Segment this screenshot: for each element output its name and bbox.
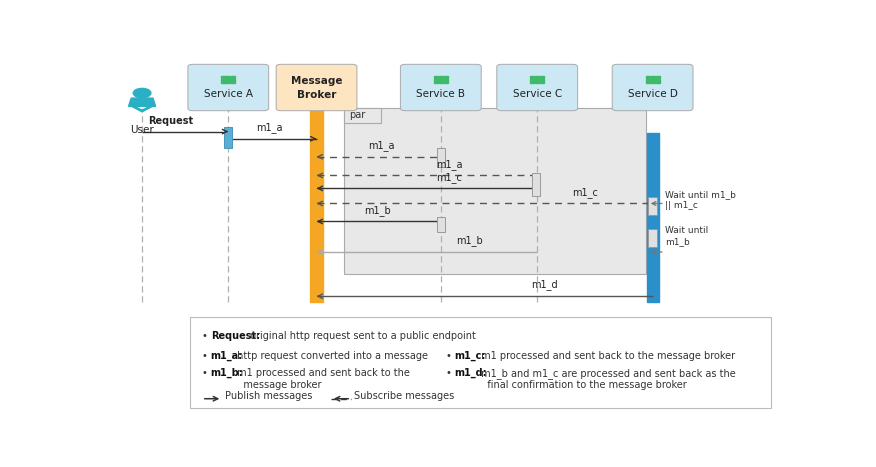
Bar bbox=[646, 78, 650, 81]
Bar bbox=[224, 127, 232, 148]
Bar bbox=[535, 81, 540, 84]
Bar bbox=[222, 78, 225, 81]
Bar bbox=[540, 78, 544, 81]
FancyBboxPatch shape bbox=[400, 64, 481, 111]
Text: Wait until
m1_b: Wait until m1_b bbox=[665, 226, 708, 246]
Bar bbox=[444, 76, 448, 78]
Text: original http request sent to a public endpoint: original http request sent to a public e… bbox=[247, 331, 477, 341]
Text: m1_c: m1_c bbox=[436, 172, 462, 183]
Text: •: • bbox=[446, 351, 451, 361]
Text: •: • bbox=[201, 351, 208, 361]
Bar bbox=[434, 81, 438, 84]
Bar bbox=[434, 78, 438, 81]
Bar bbox=[540, 81, 544, 84]
Text: m1_d:: m1_d: bbox=[455, 368, 487, 378]
Bar bbox=[434, 76, 438, 78]
Bar bbox=[226, 76, 230, 78]
FancyBboxPatch shape bbox=[497, 64, 577, 111]
Bar bbox=[646, 76, 650, 78]
Bar bbox=[439, 78, 443, 81]
Text: http request converted into a message: http request converted into a message bbox=[235, 351, 428, 361]
Text: •: • bbox=[201, 368, 208, 378]
Text: m1_b and m1_c are processed and sent back as the: m1_b and m1_c are processed and sent bac… bbox=[478, 368, 736, 379]
Bar bbox=[231, 76, 236, 78]
Bar bbox=[651, 76, 654, 78]
Bar bbox=[226, 78, 230, 81]
Text: Service D: Service D bbox=[628, 89, 677, 99]
Bar bbox=[231, 78, 236, 81]
Text: Service C: Service C bbox=[512, 89, 562, 99]
Text: m1 processed and sent back to the: m1 processed and sent back to the bbox=[235, 368, 410, 378]
Text: m1_a:: m1_a: bbox=[210, 351, 243, 361]
Text: Publish messages: Publish messages bbox=[225, 391, 312, 401]
Bar bbox=[532, 173, 540, 196]
Bar bbox=[530, 78, 534, 81]
Bar bbox=[231, 81, 236, 84]
Text: Request:: Request: bbox=[210, 331, 260, 341]
Polygon shape bbox=[129, 98, 156, 106]
Bar bbox=[226, 81, 230, 84]
Text: Service A: Service A bbox=[204, 89, 253, 99]
Bar bbox=[444, 78, 448, 81]
Text: par: par bbox=[350, 110, 365, 120]
Bar bbox=[437, 217, 445, 232]
Bar bbox=[439, 81, 443, 84]
Text: m1_c: m1_c bbox=[572, 187, 597, 198]
Bar bbox=[444, 81, 448, 84]
FancyBboxPatch shape bbox=[276, 64, 357, 111]
Bar bbox=[646, 81, 650, 84]
FancyBboxPatch shape bbox=[188, 64, 269, 111]
Text: User: User bbox=[131, 125, 154, 135]
Bar bbox=[535, 76, 540, 78]
Text: m1 processed and sent back to the message broker: m1 processed and sent back to the messag… bbox=[478, 351, 735, 361]
Text: •: • bbox=[201, 331, 208, 341]
Text: •: • bbox=[446, 368, 451, 378]
Text: final confirmation to the message broker: final confirmation to the message broker bbox=[478, 380, 687, 389]
Bar bbox=[189, 317, 772, 408]
Text: m1_a: m1_a bbox=[435, 159, 463, 170]
Text: message broker: message broker bbox=[235, 380, 321, 389]
Bar bbox=[222, 81, 225, 84]
Text: Request: Request bbox=[148, 116, 194, 126]
Circle shape bbox=[133, 88, 151, 98]
Bar bbox=[651, 81, 654, 84]
Text: m1_c:: m1_c: bbox=[455, 351, 486, 361]
Bar bbox=[343, 108, 381, 122]
Bar bbox=[530, 81, 534, 84]
Bar bbox=[343, 108, 646, 274]
Bar bbox=[655, 78, 660, 81]
FancyBboxPatch shape bbox=[612, 64, 693, 111]
Text: m1_b: m1_b bbox=[364, 205, 391, 216]
Bar bbox=[437, 148, 445, 167]
Text: Service B: Service B bbox=[416, 89, 465, 99]
Text: m1_a: m1_a bbox=[368, 140, 394, 151]
Bar bbox=[222, 76, 225, 78]
Bar bbox=[540, 76, 544, 78]
Text: m1_b:: m1_b: bbox=[210, 368, 244, 378]
Text: m1_d: m1_d bbox=[531, 280, 557, 290]
Text: Wait until m1_b
|| m1_c: Wait until m1_b || m1_c bbox=[665, 190, 736, 210]
Bar bbox=[655, 81, 660, 84]
Bar bbox=[646, 134, 659, 302]
Bar bbox=[648, 229, 657, 248]
Text: Subscribe messages: Subscribe messages bbox=[354, 391, 454, 401]
Text: Message
Broker: Message Broker bbox=[291, 76, 343, 99]
Bar bbox=[648, 197, 657, 215]
Bar bbox=[439, 76, 443, 78]
Bar bbox=[655, 76, 660, 78]
Bar bbox=[651, 78, 654, 81]
Bar bbox=[530, 76, 534, 78]
Text: m1_b: m1_b bbox=[456, 235, 483, 246]
Bar bbox=[535, 78, 540, 81]
Bar bbox=[310, 103, 322, 302]
Text: m1_a: m1_a bbox=[256, 122, 282, 133]
